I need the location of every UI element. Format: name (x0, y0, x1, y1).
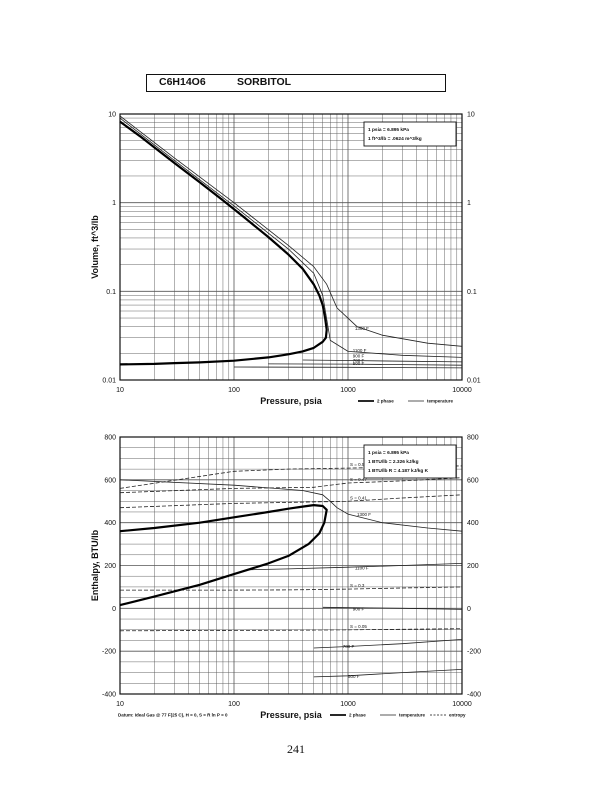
chart-enthalpy-entropy-label: S = 0.05 (350, 624, 367, 629)
chart-enthalpy-y-tick-label-right: 400 (467, 520, 479, 527)
chart-enthalpy-legend-box (363, 444, 457, 479)
chart-volume-legend-box (363, 121, 457, 147)
chart-enthalpy-y-tick-label-left: 600 (104, 477, 116, 484)
chart-enthalpy-y-tick-label-left: 800 (104, 435, 116, 442)
chart-volume-y-tick-label-left: 10 (108, 112, 116, 119)
chart-volume-legend-item-label: 2 phase (377, 399, 394, 404)
chart-enthalpy-entropy-label: S = 0.53 (350, 462, 367, 467)
chart-enthalpy-isotherm-label: 700 F (343, 644, 355, 649)
chart-volume-y-tick-label-right: 0.01 (467, 378, 481, 385)
chart-enthalpy-y-tick-label-right: 600 (467, 477, 479, 484)
chart-enthalpy-y-tick-label-left: 200 (104, 563, 116, 570)
chart-enthalpy-isotherm-line (313, 639, 463, 649)
chart-volume-x-tick-label: 10 (116, 387, 124, 394)
chart-enthalpy-legend-item-label: temperature (399, 713, 426, 718)
chart-volume-y-axis-label: Volume, ft^3/lb (90, 215, 100, 279)
formula-label: C6H14O6 (159, 76, 206, 88)
chart-enthalpy-isotherm-line (313, 669, 463, 678)
chart-enthalpy-entropy-label: S = 0.41 (350, 495, 367, 500)
chart-enthalpy-y-axis-label: Enthalpy, BTU/lb (90, 529, 100, 601)
chart-volume-x-tick-label: 100 (228, 387, 240, 394)
chart-volume-x-tick-label: 10000 (452, 387, 472, 394)
compound-name: SORBITOL (237, 76, 292, 88)
chart-volume-isotherm-line (119, 115, 463, 347)
chart-enthalpy-legend-text: 1 BTU/lb = 2.326 kJ/kg (368, 459, 419, 465)
chart-enthalpy-entropy-line (119, 628, 463, 632)
chart-volume-legend-text: 1 ft^3/lb = .0624 m^3/kg (368, 136, 422, 142)
chart-volume-y-tick-label-left: 0.01 (102, 378, 116, 385)
chart-enthalpy-y-tick-label-right: 200 (467, 563, 479, 570)
chart-volume-isotherm-line (119, 117, 463, 358)
chart-enthalpy-isotherm-line (246, 563, 463, 571)
chart-volume-y-tick-label-right: 0.1 (467, 289, 477, 296)
chart-enthalpy-legend-text: 1 BTU/lb R = 4.187 kJ/kg K (368, 468, 429, 474)
chart-enthalpy-entropy-line (119, 494, 463, 509)
chart-enthalpy-entropy-label: S = 0.3 (350, 583, 365, 588)
chart-volume-frame (119, 113, 463, 381)
chart-volume-isotherm-label: 900 F (353, 354, 365, 359)
chart-enthalpy-entropy-line (120, 586, 463, 591)
chart-volume-isotherm-line (302, 359, 463, 363)
chart-volume-isotherm-label: 1100 F (353, 348, 367, 353)
chart-volume-isotherm-label: 700 F (353, 358, 365, 363)
chart-volume-x-axis-label: Pressure, psia (260, 396, 323, 406)
chart-enthalpy-legend-item-label: 2 phase (349, 713, 366, 718)
chart-volume-x-tick-label: 1000 (340, 387, 356, 394)
chart-volume-y-tick-label-left: 1 (112, 200, 116, 207)
chart-volume-two-phase-curve (119, 120, 328, 366)
chart-volume-isotherm-label: 1300 F (355, 326, 369, 331)
chart-enthalpy-entropy-label: S = 0.47 (350, 477, 367, 482)
chart-volume-isotherm-line (268, 363, 463, 366)
chart-enthalpy-isotherm-line (119, 479, 463, 532)
chart-enthalpy-y-tick-label-left: -400 (102, 692, 116, 699)
chart-enthalpy-footnote: Datum: Ideal Gas @ 77 F(25 C), H = 0, S … (118, 713, 228, 718)
chart-enthalpy-x-tick-label: 1000 (340, 701, 356, 708)
chart-enthalpy-isotherm-line (322, 606, 463, 610)
chart-enthalpy-entropy-line (119, 465, 463, 489)
chart-enthalpy-x-tick-label: 10 (116, 701, 124, 708)
chart-enthalpy-y-tick-label-right: 0 (467, 606, 471, 613)
chart-enthalpy-y-tick-label-right: -200 (467, 649, 481, 656)
chart-enthalpy-y-tick-label-left: -200 (102, 649, 116, 656)
chart-enthalpy-two-phase-curve (119, 504, 328, 607)
chart-volume-legend-text: 1 psia = 6.895 kPa (368, 127, 409, 133)
chart-enthalpy-y-tick-label-left: 400 (104, 520, 116, 527)
chart-enthalpy-y-tick-label-right: 800 (467, 435, 479, 442)
chart-enthalpy-isotherm-label: 1100 F (355, 566, 369, 571)
chart-enthalpy-x-tick-label: 10000 (452, 701, 472, 708)
chart-enthalpy-legend-item-label: entropy (449, 713, 466, 718)
chart-volume-y-tick-label-right: 10 (467, 112, 475, 119)
page-number: 241 (287, 742, 305, 756)
chart-enthalpy-legend-text: 1 psia = 6.895 kPa (368, 450, 409, 456)
chart-enthalpy-x-axis-label: Pressure, psia (260, 710, 323, 720)
chart-volume-y-tick-label-left: 0.1 (106, 289, 116, 296)
chart-enthalpy-x-tick-label: 100 (228, 701, 240, 708)
chart-enthalpy-isotherm-label: 900 F (353, 606, 365, 611)
chart-volume-y-tick-label-right: 1 (467, 200, 471, 207)
chart-volume-isotherm-line (233, 366, 463, 369)
chart-volume-legend-item-label: temperature (427, 399, 454, 404)
title-box: C6H14O6 SORBITOL (146, 74, 446, 92)
chart-volume-isotherm-label: 500 F (353, 361, 365, 366)
chart-enthalpy-entropy-line (119, 477, 463, 494)
chart-enthalpy-frame (119, 436, 463, 695)
chart-enthalpy-y-tick-label-right: -400 (467, 692, 481, 699)
chart-enthalpy-isotherm-label: 1300 F (357, 512, 371, 517)
chart-enthalpy-y-tick-label-left: 0 (112, 606, 116, 613)
chart-enthalpy-isotherm-label: 500 F (348, 674, 360, 679)
